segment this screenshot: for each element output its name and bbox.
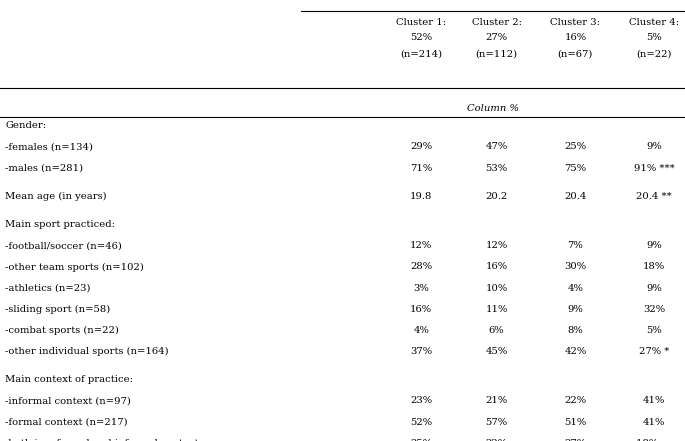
- Text: 91% ***: 91% ***: [634, 164, 675, 172]
- Text: 52%: 52%: [410, 34, 432, 42]
- Text: (n=22): (n=22): [636, 49, 672, 58]
- Text: 4%: 4%: [413, 326, 429, 335]
- Text: 16%: 16%: [486, 262, 508, 271]
- Text: 16%: 16%: [410, 305, 432, 314]
- Text: Mean age (in years): Mean age (in years): [5, 192, 107, 201]
- Text: Cluster 1:: Cluster 1:: [396, 18, 447, 26]
- Text: 47%: 47%: [486, 142, 508, 151]
- Text: (n=67): (n=67): [558, 49, 593, 58]
- Text: 10%: 10%: [486, 284, 508, 292]
- Text: 20.4: 20.4: [564, 192, 586, 201]
- Text: 32%: 32%: [643, 305, 665, 314]
- Text: 20.4 **: 20.4 **: [636, 192, 672, 201]
- Text: -other individual sports (n=164): -other individual sports (n=164): [5, 347, 169, 356]
- Text: 23%: 23%: [410, 396, 432, 405]
- Text: 27%: 27%: [564, 439, 586, 441]
- Text: 25%: 25%: [410, 439, 432, 441]
- Text: 41%: 41%: [643, 396, 665, 405]
- Text: Cluster 2:: Cluster 2:: [472, 18, 521, 26]
- Text: Gender:: Gender:: [5, 121, 47, 130]
- Text: 41%: 41%: [643, 418, 665, 426]
- Text: 45%: 45%: [486, 347, 508, 356]
- Text: 28%: 28%: [410, 262, 432, 271]
- Text: 18% ns: 18% ns: [636, 439, 673, 441]
- Text: 12%: 12%: [410, 241, 432, 250]
- Text: 21%: 21%: [486, 396, 508, 405]
- Text: -females (n=134): -females (n=134): [5, 142, 93, 151]
- Text: (n=214): (n=214): [400, 49, 443, 58]
- Text: Cluster 3:: Cluster 3:: [551, 18, 600, 26]
- Text: -males (n=281): -males (n=281): [5, 164, 84, 172]
- Text: -other team sports (n=102): -other team sports (n=102): [5, 262, 145, 272]
- Text: 22%: 22%: [564, 396, 586, 405]
- Text: 22%: 22%: [486, 439, 508, 441]
- Text: (n=112): (n=112): [475, 49, 518, 58]
- Text: 37%: 37%: [410, 347, 432, 356]
- Text: 27% *: 27% *: [639, 347, 669, 356]
- Text: 8%: 8%: [568, 326, 583, 335]
- Text: -sliding sport (n=58): -sliding sport (n=58): [5, 305, 111, 314]
- Text: 75%: 75%: [564, 164, 586, 172]
- Text: 18%: 18%: [643, 262, 665, 271]
- Text: 71%: 71%: [410, 164, 432, 172]
- Text: 25%: 25%: [564, 142, 586, 151]
- Text: 9%: 9%: [647, 142, 662, 151]
- Text: 30%: 30%: [564, 262, 586, 271]
- Text: -football/soccer (n=46): -football/soccer (n=46): [5, 241, 123, 250]
- Text: 5%: 5%: [647, 34, 662, 42]
- Text: 51%: 51%: [564, 418, 586, 426]
- Text: -athletics (n=23): -athletics (n=23): [5, 284, 91, 292]
- Text: 16%: 16%: [564, 34, 586, 42]
- Text: 57%: 57%: [486, 418, 508, 426]
- Text: -informal context (n=97): -informal context (n=97): [5, 396, 132, 405]
- Text: 9%: 9%: [647, 241, 662, 250]
- Text: Main sport practiced:: Main sport practiced:: [5, 220, 116, 229]
- Text: 11%: 11%: [486, 305, 508, 314]
- Text: Cluster 4:: Cluster 4:: [629, 18, 680, 26]
- Text: -formal context (n=217): -formal context (n=217): [5, 418, 128, 426]
- Text: 53%: 53%: [486, 164, 508, 172]
- Text: 4%: 4%: [567, 284, 584, 292]
- Text: 5%: 5%: [647, 326, 662, 335]
- Text: 7%: 7%: [568, 241, 583, 250]
- Text: Column %: Column %: [467, 104, 519, 112]
- Text: Main context of practice:: Main context of practice:: [5, 375, 134, 384]
- Text: 52%: 52%: [410, 418, 432, 426]
- Text: 9%: 9%: [647, 284, 662, 292]
- Text: -both in a formal and informal context: -both in a formal and informal context: [5, 439, 199, 441]
- Text: -combat sports (n=22): -combat sports (n=22): [5, 326, 119, 335]
- Text: 29%: 29%: [410, 142, 432, 151]
- Text: 3%: 3%: [414, 284, 429, 292]
- Text: 20.2: 20.2: [486, 192, 508, 201]
- Text: 42%: 42%: [564, 347, 586, 356]
- Text: 12%: 12%: [486, 241, 508, 250]
- Text: 19.8: 19.8: [410, 192, 432, 201]
- Text: 9%: 9%: [568, 305, 583, 314]
- Text: 27%: 27%: [486, 34, 508, 42]
- Text: 6%: 6%: [489, 326, 504, 335]
